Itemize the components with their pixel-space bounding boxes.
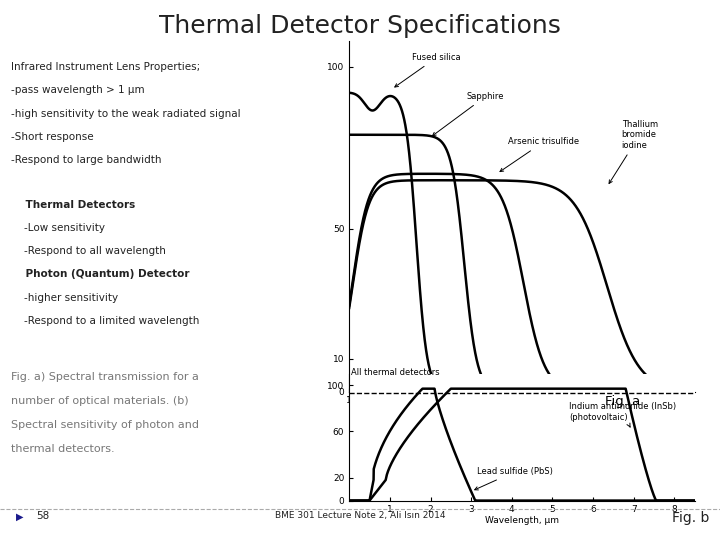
Text: number of optical materials. (b): number of optical materials. (b): [11, 396, 189, 406]
Text: All thermal detectors: All thermal detectors: [351, 368, 440, 377]
Text: Sapphire: Sapphire: [433, 92, 504, 136]
Text: BME 301 Lecture Note 2, Ali Isın 2014: BME 301 Lecture Note 2, Ali Isın 2014: [275, 511, 445, 521]
Text: 58: 58: [36, 511, 49, 522]
Text: thermal detectors.: thermal detectors.: [11, 444, 114, 455]
Text: Thermal Detectors: Thermal Detectors: [11, 200, 135, 210]
Text: Infrared Instrument Lens Properties;: Infrared Instrument Lens Properties;: [11, 62, 200, 72]
Text: -Respond to all wavelength: -Respond to all wavelength: [11, 246, 166, 256]
Text: Photon (Quantum) Detector: Photon (Quantum) Detector: [11, 269, 189, 280]
Text: -Respond to a limited wavelength: -Respond to a limited wavelength: [11, 316, 199, 326]
Text: Fused silica: Fused silica: [395, 53, 461, 87]
Text: -Respond to large bandwidth: -Respond to large bandwidth: [11, 155, 161, 165]
Text: Fig. a: Fig. a: [606, 395, 640, 408]
Text: Fig. a) Spectral transmission for a: Fig. a) Spectral transmission for a: [11, 372, 199, 382]
Text: -high sensitivity to the weak radiated signal: -high sensitivity to the weak radiated s…: [11, 109, 240, 119]
Text: -higher sensitivity: -higher sensitivity: [11, 293, 118, 303]
Text: ▶: ▶: [16, 511, 23, 522]
Text: Thermal Detector Specifications: Thermal Detector Specifications: [159, 14, 561, 37]
Text: Spectral sensitivity of photon and: Spectral sensitivity of photon and: [11, 420, 199, 430]
X-axis label: Wavelength, μm: Wavelength, μm: [485, 407, 559, 416]
Text: Arsenic trisulfide: Arsenic trisulfide: [500, 138, 579, 172]
Text: Indium antimonide (InSb)
(photovoltaic): Indium antimonide (InSb) (photovoltaic): [569, 402, 676, 427]
Text: Thallium
bromide
iodine: Thallium bromide iodine: [609, 120, 658, 184]
Text: -Low sensitivity: -Low sensitivity: [11, 223, 105, 233]
Text: -Short response: -Short response: [11, 132, 94, 142]
X-axis label: Wavelength, μm: Wavelength, μm: [485, 516, 559, 525]
Text: -pass wavelength > 1 μm: -pass wavelength > 1 μm: [11, 85, 145, 96]
Text: Lead sulfide (PbS): Lead sulfide (PbS): [474, 467, 553, 490]
Text: Fig. b: Fig. b: [672, 511, 709, 525]
